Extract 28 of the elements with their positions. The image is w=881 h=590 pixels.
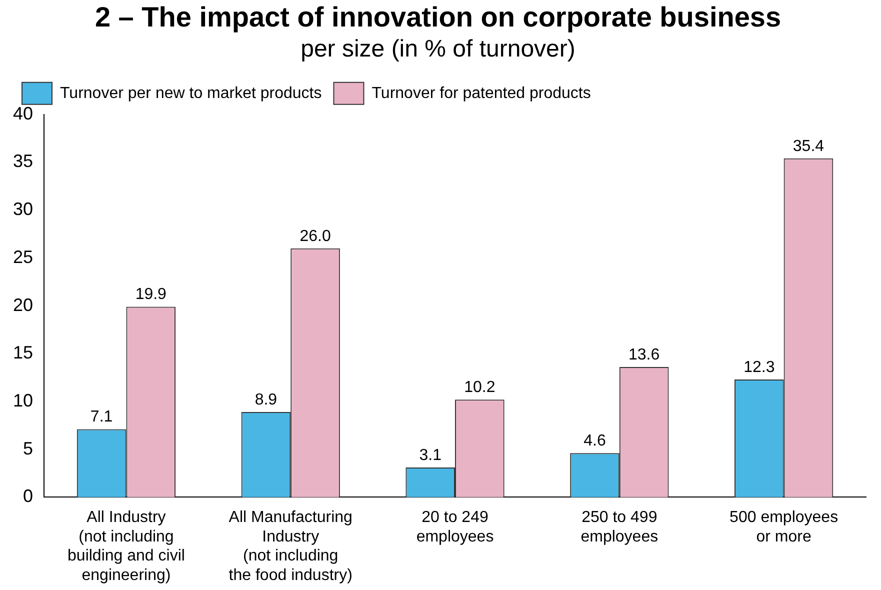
text: 8.9 (254, 391, 278, 408)
y-tick-label: 40 (12, 103, 34, 124)
x-tick-label: All Manufacturing Industry (not including the food industry) (228, 509, 352, 584)
y-tick-label: 5 (23, 438, 34, 458)
y-tick-label: 0 (23, 486, 34, 506)
legend-label: Turnover for patented products (372, 84, 591, 102)
text: 7.1 (90, 408, 113, 426)
x-tick-label: 250 to 499 employees (580, 509, 658, 546)
text: 12.3 (744, 358, 775, 376)
y-tick-label: 35 (12, 151, 34, 172)
y-tick-label: 20 (12, 294, 34, 315)
text: 4.6 (584, 432, 606, 450)
chart-title: 2 – The impact of innovation on corporate business (94, 2, 782, 33)
x-tick-label: 500 employees or more (730, 509, 838, 546)
y-tick-label: 15 (12, 342, 34, 363)
x-tick-label: 20 to 249 employees (416, 509, 494, 546)
y-tick-label: 25 (12, 246, 34, 267)
text: 13.6 (628, 346, 660, 364)
text: 10.2 (464, 378, 496, 396)
text: 35.4 (792, 138, 824, 155)
x-tick-label: All Industry (not including building and civil engineering) (68, 509, 185, 584)
y-tick-label: 10 (12, 390, 34, 410)
chart-subtitle: per size (in % of turnover) (300, 36, 576, 63)
text: 26.0 (300, 228, 331, 245)
legend-label: Turnover per new to market products (60, 84, 322, 102)
text: 19.9 (135, 286, 166, 304)
text: 3.1 (419, 446, 442, 464)
y-tick-label: 30 (12, 199, 34, 220)
